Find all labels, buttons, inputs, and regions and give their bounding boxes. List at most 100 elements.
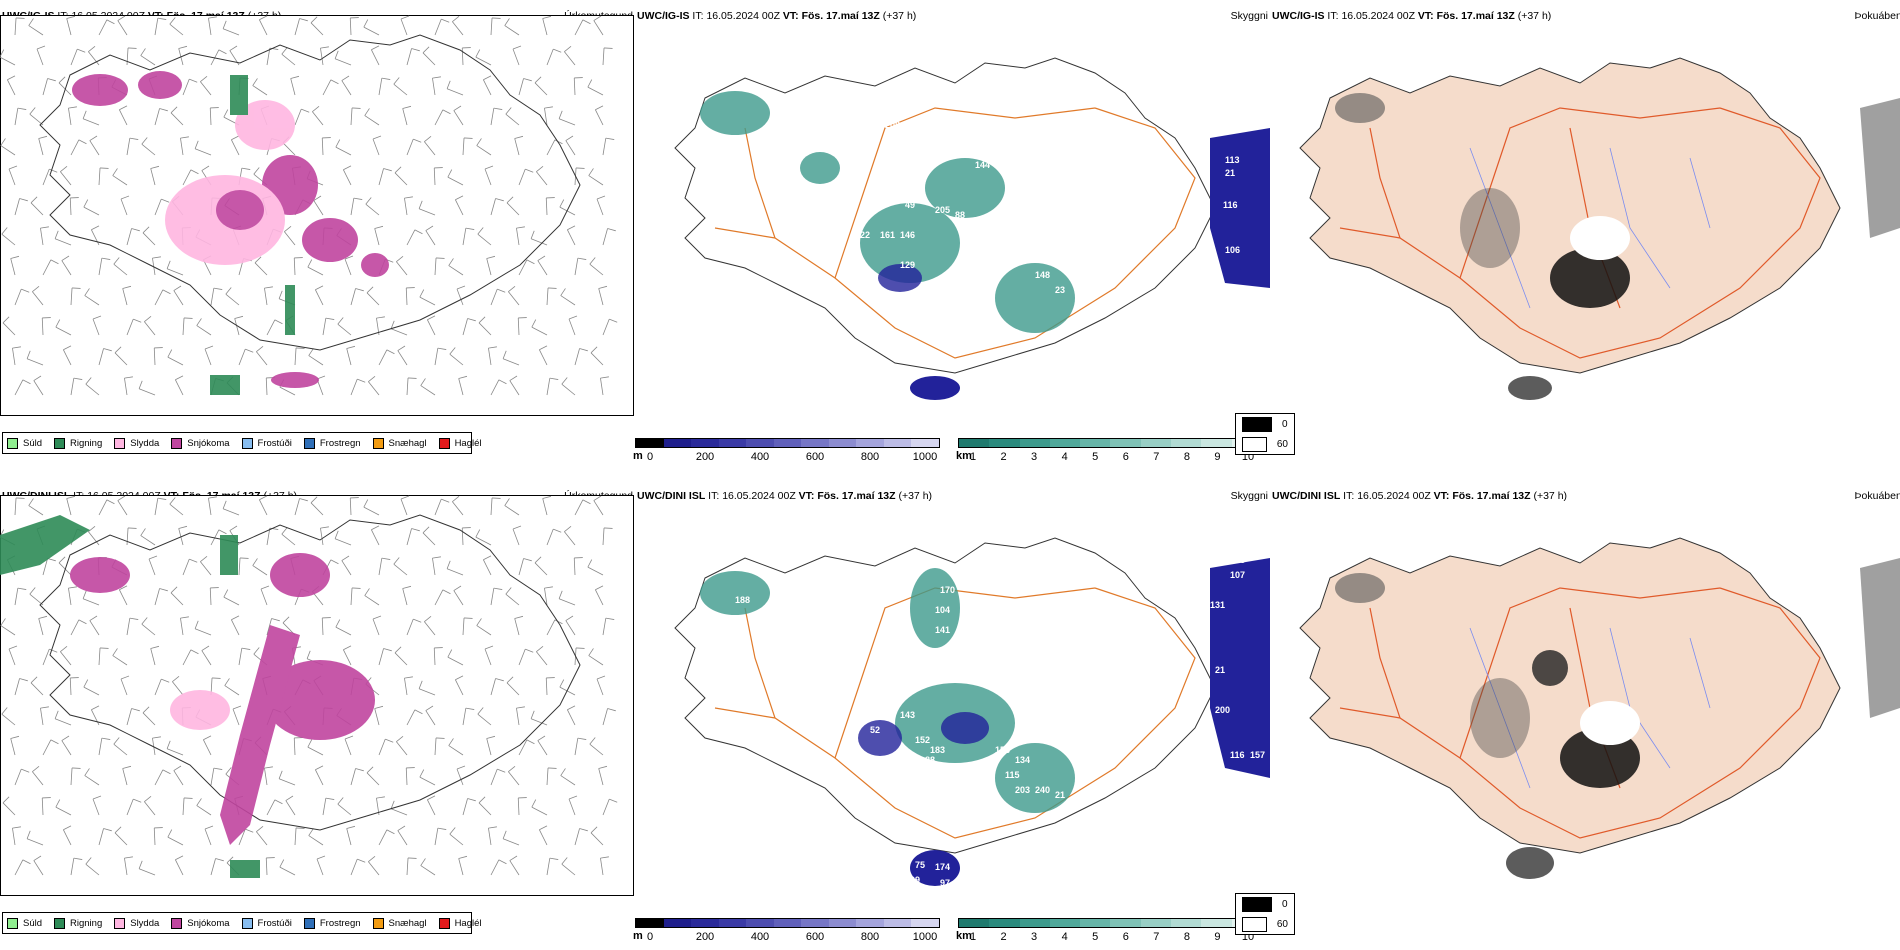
cloud-value-label: 106 <box>1225 245 1240 255</box>
colorbar-tick: 8 <box>1183 931 1190 943</box>
cloud-value-label: 156 <box>995 745 1010 755</box>
colorbar-swatch <box>959 919 990 927</box>
legend-label: Snæhagl <box>388 917 427 929</box>
cloud-value-label: 93 <box>930 400 940 410</box>
colorbar-swatch <box>856 919 884 927</box>
field-name: Skyggni <box>1230 10 1268 22</box>
legend-swatch <box>241 917 253 929</box>
colorbar-swatch <box>801 919 829 927</box>
cloud-value-label: 88 <box>955 210 965 220</box>
cloud-value-label: 97 <box>940 878 950 888</box>
colorbar-tick: 1 <box>969 451 977 463</box>
colorbar-tick: 3 <box>1031 931 1038 943</box>
colorbar-tick: 600 <box>805 931 825 943</box>
fog-shading <box>1335 93 1900 400</box>
legend-label: Snjókoma <box>187 917 230 929</box>
colorbar-swatch <box>883 919 912 927</box>
cloud-value-label: 183 <box>930 745 945 755</box>
colorbar-swatch <box>1110 919 1141 927</box>
legend-label: Frostúði <box>257 917 292 929</box>
colorbar-unit: m <box>633 450 643 462</box>
colorbar-tick: 4 <box>1061 451 1068 463</box>
model-name: UWC/DINI ISL <box>637 490 706 502</box>
colorbar-swatch <box>773 919 802 927</box>
colorbar-unit: km <box>956 930 972 942</box>
legend-swatch <box>54 917 66 929</box>
iceland-outline <box>39 514 581 831</box>
legend-item: Rigning <box>54 917 102 929</box>
colorbar-swatch <box>911 439 940 447</box>
fog-legend: 0 60 <box>1235 893 1295 935</box>
legend-label: Snæhagl <box>388 437 427 449</box>
colorbar-swatch <box>718 919 747 927</box>
model-name: UWC/DINI ISL <box>1272 490 1341 502</box>
legend-item: Snjókoma <box>171 437 230 449</box>
legend-item: Súld <box>7 437 42 449</box>
legend-list: Súld Rigning Slydda Snjókoma Frostúði Frostre… <box>7 917 494 929</box>
fog-panel-top: UWC/IG-IS IT: 16.05.2024 00Z VT: Fös. 17… <box>1235 0 1900 470</box>
fog-legend-swatch <box>1242 416 1272 432</box>
cloud-value-label: 49 <box>905 200 915 210</box>
cloud-value-label: 174 <box>935 862 950 872</box>
cloud-value-label: 116 <box>1230 750 1245 760</box>
colorbar-swatch <box>1171 439 1202 447</box>
cloud-value-label: 129 <box>900 260 915 270</box>
legend-label: Frostregn <box>319 437 361 449</box>
colorbar-swatch <box>1019 919 1050 927</box>
colorbar-visibility: km 1 2 3 4 5 6 7 8 9 10 <box>956 918 1263 948</box>
fog-shading <box>1335 558 1900 879</box>
legend-swatch <box>114 917 126 929</box>
colorbar-tick: 2 <box>1000 931 1007 943</box>
colorbar-swatch <box>1049 919 1081 927</box>
legend-label: Frostúði <box>257 437 292 449</box>
legend-item: Frostregn <box>303 437 361 449</box>
colorbar-tick: 3 <box>1031 451 1038 463</box>
colorbar-swatch <box>856 439 884 447</box>
legend-swatch <box>303 437 315 449</box>
cloud-value-label: 113 <box>1225 155 1240 165</box>
legend-swatch <box>438 917 450 929</box>
fog-legend-label: 60 <box>1276 918 1288 930</box>
legend-swatch <box>372 437 384 449</box>
colorbar-swatch <box>989 439 1020 447</box>
cloud-value-label: 21 <box>1055 790 1065 800</box>
colorbar-swatch <box>959 439 990 447</box>
colorbar-swatch <box>1201 919 1232 927</box>
precip-legend: Súld Rigning Slydda Snjókoma Frostúði Frostre… <box>2 432 482 454</box>
colorbar-swatch <box>746 439 774 447</box>
colorbar-tick: 4 <box>1061 931 1068 943</box>
colorbar-swatch <box>1110 439 1141 447</box>
cloud-value-label: 878 <box>925 155 940 165</box>
cloud-value-label: 148 <box>1035 270 1050 280</box>
colorbar-tick: 2 <box>1000 451 1007 463</box>
cloud-value-label: 22 <box>860 230 870 240</box>
precip-legend: Súld Rigning Slydda Snjókoma Frostúði Frostre… <box>2 912 482 934</box>
colorbar-swatch <box>1140 919 1172 927</box>
colorbar-km-swatches <box>958 438 1263 448</box>
cloud-value-label: 208 <box>885 120 900 130</box>
cloud-value-label: 134 <box>1015 755 1030 765</box>
colorbar-tick: 800 <box>860 931 880 943</box>
legend-swatch <box>114 437 126 449</box>
cloud-value-label: 52 <box>870 725 880 735</box>
cloud-value-label: 116 <box>1223 200 1238 210</box>
colorbar-visibility: km 1 2 3 4 5 6 7 8 9 10 <box>956 438 1263 468</box>
precip-panel-top: UWC/IG-IS IT: 16.05.2024 00Z VT: Fös. 17… <box>0 0 635 470</box>
fog-legend-swatch <box>1242 916 1267 932</box>
fog-legend-swatch <box>1242 896 1272 912</box>
legend-item: Snæhagl <box>372 437 427 449</box>
colorbar-swatch <box>911 919 940 927</box>
colorbar-swatch <box>1080 919 1111 927</box>
legend-swatch <box>7 917 18 929</box>
precip-panel-bottom: UWC/DINI ISL IT: 16.05.2024 00Z VT: Fös.… <box>0 480 635 950</box>
fog-legend-label: 60 <box>1276 438 1288 450</box>
cloud-value-label: 146 <box>900 230 915 240</box>
colorbar-tick: 7 <box>1153 451 1160 463</box>
cloud-value-label: 302 <box>900 185 915 195</box>
colorbar-tick: 0 <box>646 931 654 943</box>
legend-swatch <box>171 917 183 929</box>
colorbar-elevation: m 0 200 400 600 800 1000 <box>633 438 940 468</box>
cloud-value-label: 143 <box>900 710 915 720</box>
colorbar-tick: 1 <box>969 931 977 943</box>
cloud-value-label: 240 <box>1035 785 1050 795</box>
